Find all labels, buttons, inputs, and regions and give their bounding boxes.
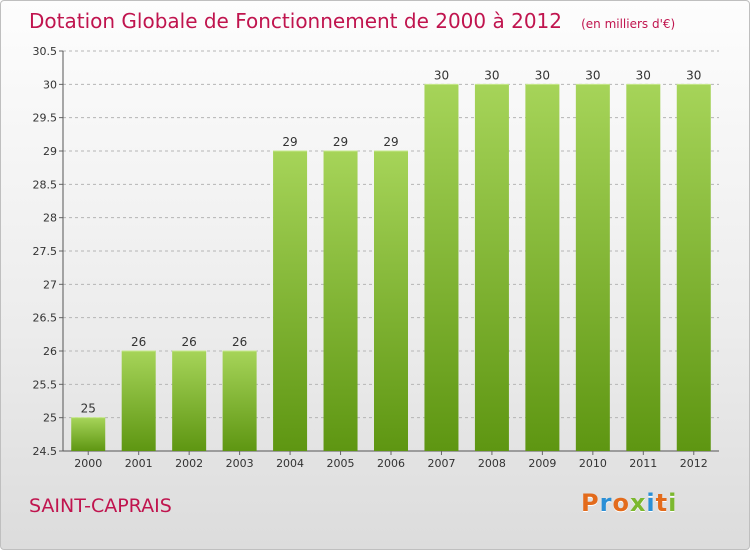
y-tick-label: 25.5 [33,378,58,391]
y-tick-label: 24.5 [33,445,58,458]
bar [222,351,257,451]
y-tick-label: 26 [43,345,57,358]
logo-letter: i [646,489,656,517]
bar [71,417,106,451]
logo-letter: r [599,489,613,517]
y-tick-label: 28.5 [33,178,58,191]
data-label: 26 [131,335,146,349]
data-label: 30 [535,68,550,82]
bar [374,151,408,451]
bar [273,151,308,451]
data-label: 29 [282,135,297,149]
y-tick-label: 25 [43,412,57,425]
data-label: 29 [333,135,348,149]
chart-title: Dotation Globale de Fonctionnement de 20… [29,9,562,33]
y-tick-label: 29.5 [33,112,58,125]
data-label: 25 [81,402,96,416]
y-tick-label: 30 [43,78,57,91]
bar [323,151,358,451]
x-tick-label: 2011 [629,457,657,470]
logo-letter: x [629,489,647,517]
x-tick-label: 2010 [579,457,607,470]
x-tick-label: 2004 [276,457,304,470]
bar [172,351,207,451]
chart-subtitle: (en milliers d'€) [581,17,676,31]
data-label: 26 [182,335,197,349]
data-label: 26 [232,335,247,349]
proxiti-logo: Proxiti [581,489,677,517]
data-label: 30 [585,68,600,82]
y-tick-label: 29 [43,145,57,158]
x-tick-label: 2008 [478,457,506,470]
bar [121,351,156,451]
y-tick-label: 27.5 [33,245,58,258]
y-tick-label: 27 [43,278,57,291]
data-label: 30 [434,68,449,82]
data-label: 30 [636,68,651,82]
x-tick-label: 2005 [327,457,355,470]
data-label: 30 [686,68,701,82]
logo-letter: P [581,489,600,517]
bar-chart: 24.5 25 25.5 26 26.5 27 27.5 28 28.5 29 29.5 30 30.5… [33,45,719,470]
logo-letter: i [668,489,678,517]
bar [474,84,509,451]
x-tick-label: 2006 [377,457,405,470]
bar [525,84,560,451]
x-tick-label: 2007 [427,457,455,470]
logo-letter: o [612,489,630,517]
x-tick-label: 2012 [680,457,708,470]
title-line: Dotation Globale de Fonctionnement de 20… [29,9,675,33]
y-tick-label: 28 [43,212,57,225]
bar [424,84,459,451]
y-tick-label: 26.5 [33,312,58,325]
x-tick-label: 2003 [226,457,254,470]
x-tick-label: 2002 [175,457,203,470]
data-label: 30 [484,68,499,82]
x-tick-label: 2000 [74,457,102,470]
logo-letter: t [655,489,669,517]
commune-name: SAINT-CAPRAIS [29,495,172,517]
data-label: 29 [383,135,398,149]
x-tick-label: 2001 [125,457,153,470]
bar [626,84,661,451]
x-tick-label: 2009 [528,457,556,470]
bar [575,84,610,451]
bar [676,84,711,451]
y-tick-label: 30.5 [33,45,58,58]
